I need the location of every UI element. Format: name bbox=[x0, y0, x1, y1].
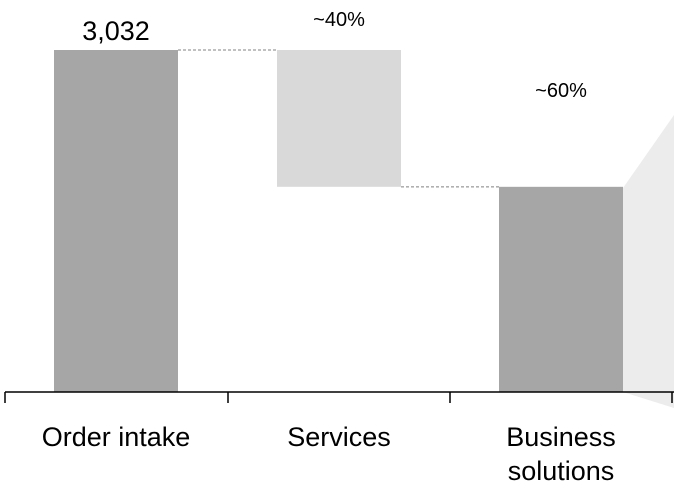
callout-wedge bbox=[623, 115, 674, 408]
bar-business-solutions bbox=[499, 186, 623, 392]
x-tick-label: Services bbox=[287, 422, 391, 452]
bar-services bbox=[277, 50, 401, 187]
x-tick-label: Order intake bbox=[42, 422, 191, 452]
bar-value-label: ~40% bbox=[313, 9, 365, 31]
bar-value-label: ~60% bbox=[535, 80, 587, 102]
bar-value-label: 3,032 bbox=[82, 16, 150, 46]
x-tick-label: Business solutions bbox=[506, 422, 616, 486]
bar-order-intake bbox=[54, 50, 178, 392]
